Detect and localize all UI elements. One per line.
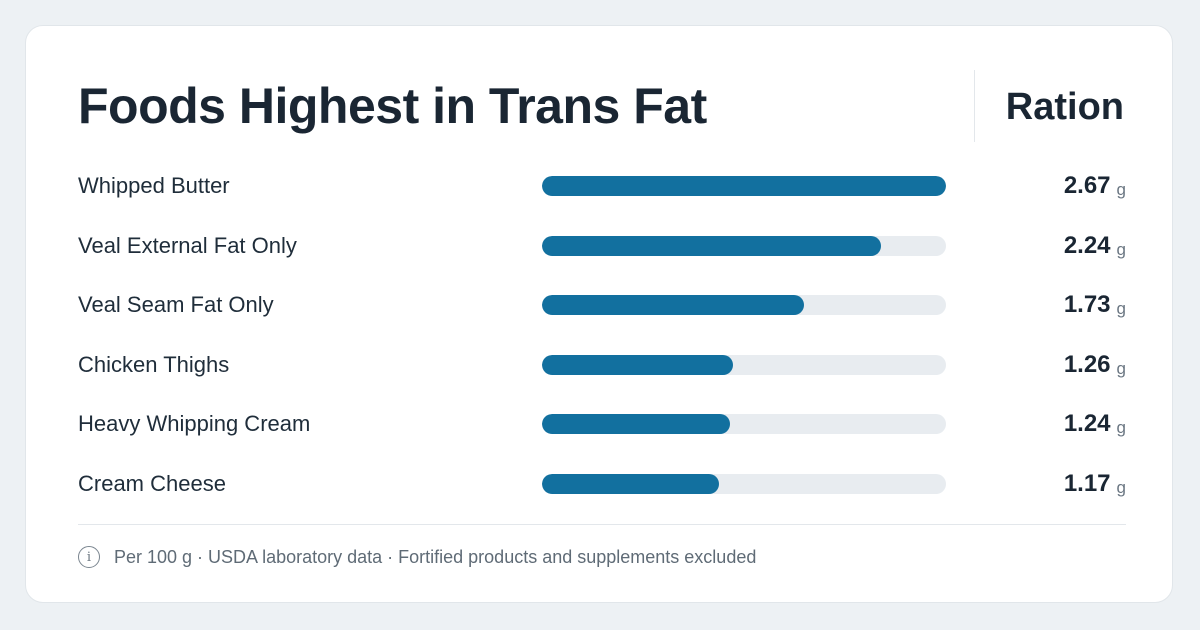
bar-row: Cream Cheese 1.17 g (78, 464, 1126, 504)
category-label: Heavy Whipping Cream (78, 411, 311, 437)
column-header: Ration (1005, 86, 1124, 128)
value-unit: g (1116, 299, 1126, 319)
category-label: Veal Seam Fat Only (78, 292, 274, 318)
category-label: Cream Cheese (78, 471, 226, 496)
bar-track (542, 354, 946, 375)
value-unit: g (1116, 358, 1126, 378)
bar (542, 474, 720, 494)
value-number: 1.17 (1063, 470, 1111, 497)
footnote: Per 100 g · USDA laboratory data · Forti… (114, 546, 757, 567)
value-label: 1.26 g (1064, 345, 1126, 388)
bar (542, 235, 881, 256)
category-label: Chicken Thighs (78, 351, 230, 377)
value-number: 2.67 (1063, 172, 1111, 199)
footer-divider (78, 524, 1126, 525)
value-unit: g (1116, 478, 1126, 497)
category-label: Whipped Butter (78, 173, 230, 198)
value-number: 1.73 (1063, 291, 1111, 319)
value-number: 1.24 (1063, 410, 1111, 438)
info-icon: i (78, 546, 100, 568)
value-number: 1.26 (1063, 350, 1111, 378)
bar-row: Veal External Fat Only 2.24 g (78, 226, 1126, 266)
chart-card: Foods Highest in Trans Fat Ration Whippe… (25, 25, 1173, 603)
bar-row: Whipped Butter 2.67 g (78, 166, 1126, 206)
bar (542, 176, 946, 196)
value-label: 1.17 g (1064, 464, 1126, 507)
bar (542, 414, 730, 435)
value-unit: g (1116, 180, 1126, 199)
bar-track (542, 414, 946, 435)
bar-track (542, 474, 946, 494)
bar (542, 295, 804, 316)
value-label: 2.24 g (1064, 226, 1126, 269)
header-divider (974, 70, 975, 142)
value-unit: g (1116, 239, 1126, 259)
bar-track (542, 235, 946, 256)
bar-row: Chicken Thighs 1.26 g (78, 345, 1126, 385)
value-unit: g (1116, 418, 1126, 438)
category-label: Veal External Fat Only (78, 232, 297, 258)
bar (542, 354, 733, 375)
value-label: 1.24 g (1064, 404, 1126, 447)
bar-track (542, 295, 946, 316)
value-label: 1.73 g (1064, 285, 1126, 328)
value-label: 2.67 g (1064, 166, 1126, 209)
value-number: 2.24 (1063, 231, 1111, 259)
chart-title: Foods Highest in Trans Fat (78, 78, 707, 134)
footer: i Per 100 g · USDA laboratory data · For… (78, 544, 756, 570)
bar-row: Veal Seam Fat Only 1.73 g (78, 285, 1126, 325)
bar-row: Heavy Whipping Cream 1.24 g (78, 404, 1126, 444)
bar-track (542, 176, 946, 196)
